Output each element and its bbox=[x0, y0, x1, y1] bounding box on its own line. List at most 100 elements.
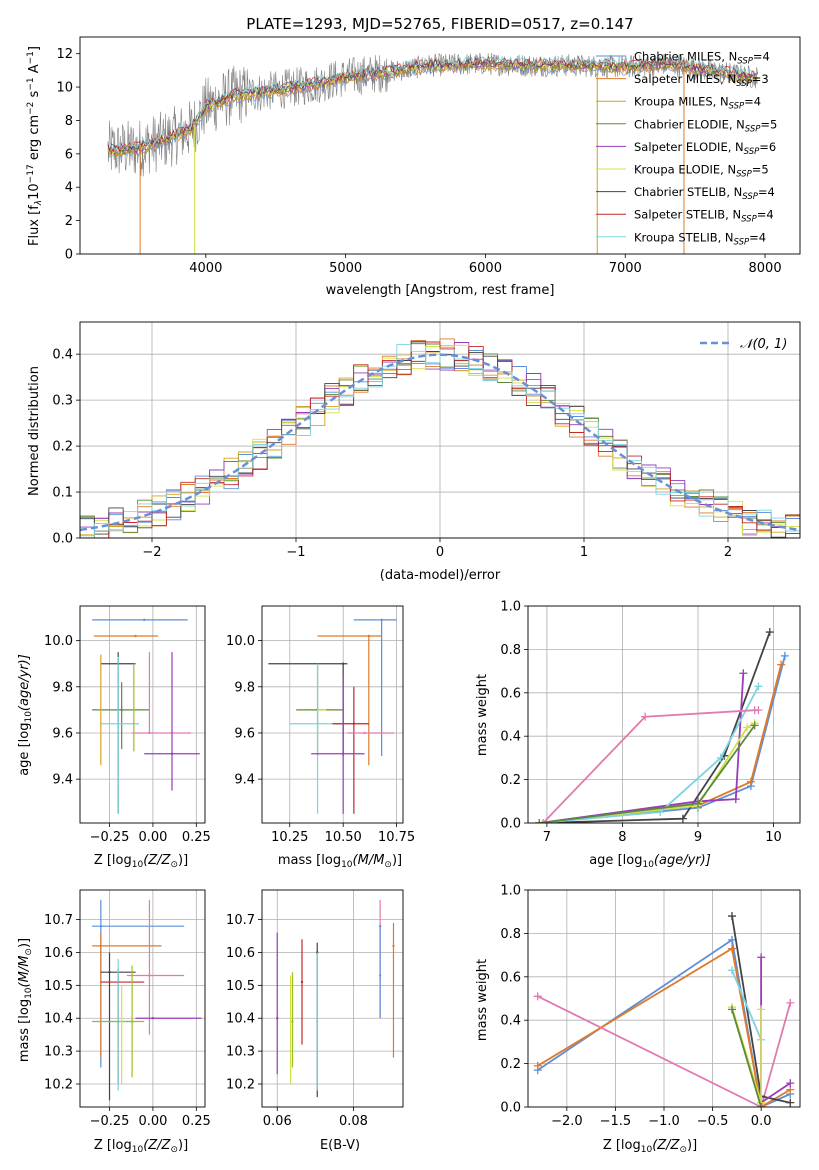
axes-frame bbox=[79, 889, 206, 1108]
weight-vs-age-xlabel-unit: (age/yr)] bbox=[654, 853, 711, 868]
series-marker bbox=[786, 1098, 795, 1107]
axes-frame bbox=[261, 605, 404, 824]
data-point bbox=[116, 722, 120, 725]
legend-entry: Chabrier MILES, NSSP=4 bbox=[634, 50, 770, 67]
series-marker bbox=[656, 808, 665, 817]
series-line bbox=[731, 1009, 762, 1107]
y-tick-label: 9.4 bbox=[234, 773, 255, 788]
y-tick-label: 10.3 bbox=[44, 1045, 73, 1060]
series-marker bbox=[754, 706, 763, 715]
data-point bbox=[108, 970, 111, 974]
histogram-xlabel: (data-model)/error bbox=[380, 568, 501, 583]
series-marker bbox=[694, 799, 702, 808]
series-marker bbox=[533, 992, 542, 1001]
x-tick-label: 0.25 bbox=[182, 830, 211, 845]
series-marker bbox=[757, 1005, 766, 1014]
series-marker bbox=[743, 723, 752, 732]
mass-vs-Z-xlabel-text: Z [log bbox=[94, 1138, 132, 1153]
series-marker bbox=[535, 819, 544, 823]
x-tick-label: −0.5 bbox=[697, 1114, 729, 1129]
series-line bbox=[539, 631, 771, 823]
x-tick-label: 8 bbox=[618, 830, 626, 845]
y-tick-label: 10 bbox=[56, 81, 73, 96]
weight-vs-Z-xlabel-text: Z [log bbox=[603, 1138, 641, 1153]
y-tick-label: 6 bbox=[65, 147, 73, 162]
model-spectrum-kroupa-stelib bbox=[107, 55, 758, 151]
x-tick-label: 1 bbox=[580, 545, 588, 560]
series-marker bbox=[765, 628, 774, 637]
y-tick-label: 0.8 bbox=[500, 927, 521, 942]
y-tick-label: 0.4 bbox=[500, 1014, 521, 1029]
y-tick-label: 10.4 bbox=[226, 1012, 255, 1027]
y-tick-label: 0.2 bbox=[500, 773, 521, 788]
y-tick-label: 10.7 bbox=[44, 913, 73, 928]
y-tick-label: 4 bbox=[65, 181, 73, 196]
y-tick-label: 9.6 bbox=[52, 726, 73, 741]
x-tick-label: 8000 bbox=[749, 261, 782, 276]
y-tick-label: 8 bbox=[65, 114, 73, 129]
x-tick-label: −1.5 bbox=[600, 1114, 632, 1129]
data-point bbox=[378, 924, 382, 928]
x-tick-label: −2.0 bbox=[551, 1114, 583, 1129]
series-marker bbox=[716, 753, 725, 762]
x-tick-label: 0.0 bbox=[751, 1114, 772, 1129]
y-tick-label: 0.0 bbox=[500, 817, 521, 832]
x-tick-label: 6000 bbox=[469, 261, 502, 276]
series-line bbox=[537, 947, 791, 1107]
data-point bbox=[132, 708, 136, 712]
legend-entry: Kroupa ELODIE, NSSP=5 bbox=[634, 163, 769, 180]
mass-vs-ebv-panel: 0.06 0.08 10.2 10.3 10.4 10.5 10.6 10.7 bbox=[226, 889, 404, 1129]
series-marker bbox=[757, 953, 766, 962]
data-point bbox=[170, 752, 174, 755]
y-tick-label: 0.0 bbox=[52, 532, 73, 547]
data-point bbox=[143, 618, 146, 622]
series-marker bbox=[786, 998, 795, 1007]
y-tick-label: 0.6 bbox=[500, 686, 521, 701]
age-vs-Z-xlabel-text: Z [log bbox=[94, 853, 132, 868]
model-spectrum-salpeter-stelib bbox=[107, 55, 758, 153]
axes-frame bbox=[79, 36, 801, 255]
data-point bbox=[120, 1020, 123, 1023]
normal-curve bbox=[80, 353, 800, 532]
weight-vs-Z-ylabel: mass weight bbox=[475, 959, 490, 1041]
series-marker bbox=[539, 819, 548, 823]
y-tick-label: 10.2 bbox=[44, 1077, 73, 1092]
y-tick-label: 10.6 bbox=[44, 946, 73, 961]
y-tick-label: 0.4 bbox=[52, 348, 73, 363]
plot-area bbox=[92, 618, 200, 814]
y-tick-label: 9.6 bbox=[234, 726, 255, 741]
age-vs-mass-xlabel-unit: (M/M bbox=[353, 853, 385, 868]
mass-vs-Z-ylabel-text: mass [log bbox=[17, 999, 32, 1062]
spectrum-ylabel-unit: 10 bbox=[27, 183, 42, 200]
mass-vs-ebv-xlabel: E(B-V) bbox=[320, 1138, 360, 1153]
series-marker bbox=[728, 966, 736, 975]
age-vs-Z-ylabel-unit: (age/yr)] bbox=[17, 654, 32, 711]
histogram-panel: −2 −1 0 1 2 0.0 0.1 0.2 0.3 0.4 bbox=[52, 321, 801, 560]
y-tick-label: 1.0 bbox=[500, 884, 521, 899]
legend-entry: Kroupa STELIB, NSSP=4 bbox=[634, 230, 766, 247]
y-tick-label: 0.3 bbox=[52, 394, 73, 409]
plot-area bbox=[80, 338, 800, 538]
spectrum-panel: 4000 5000 6000 7000 8000 0 2 4 6 8 10 12 bbox=[56, 36, 801, 276]
data-point bbox=[363, 731, 366, 735]
spectrum-xlabel: wavelength [Angstrom, rest frame] bbox=[326, 283, 555, 298]
age-vs-Z-xlabel: Z [log10(Z/Z⊙)] bbox=[94, 853, 188, 870]
x-tick-label: 5000 bbox=[329, 261, 362, 276]
y-tick-label: 0.2 bbox=[52, 440, 73, 455]
series-line bbox=[731, 969, 762, 1041]
weight-vs-age-ylabel: mass weight bbox=[475, 674, 490, 756]
x-tick-label: 7 bbox=[543, 830, 551, 845]
legend-entry: Kroupa MILES, NSSP=4 bbox=[634, 95, 761, 112]
histogram-ylabel: Normed distribution bbox=[27, 366, 42, 496]
data-point bbox=[134, 634, 137, 638]
spectrum-title: PLATE=1293, MJD=52765, FIBERID=0517, z=0… bbox=[246, 15, 633, 33]
weight-vs-age-xlabel-text: age [log bbox=[589, 853, 642, 868]
mass-vs-Z-panel: −0.25 0.00 0.25 10.2 10.3 10.4 10.5 10.6 10.7 bbox=[44, 889, 211, 1129]
series-marker bbox=[728, 1005, 736, 1014]
series-marker bbox=[757, 1103, 766, 1107]
plot-area bbox=[107, 52, 759, 254]
y-tick-label: 9.8 bbox=[52, 680, 73, 695]
series-marker bbox=[728, 912, 736, 921]
y-tick-label: 0.2 bbox=[500, 1057, 521, 1072]
